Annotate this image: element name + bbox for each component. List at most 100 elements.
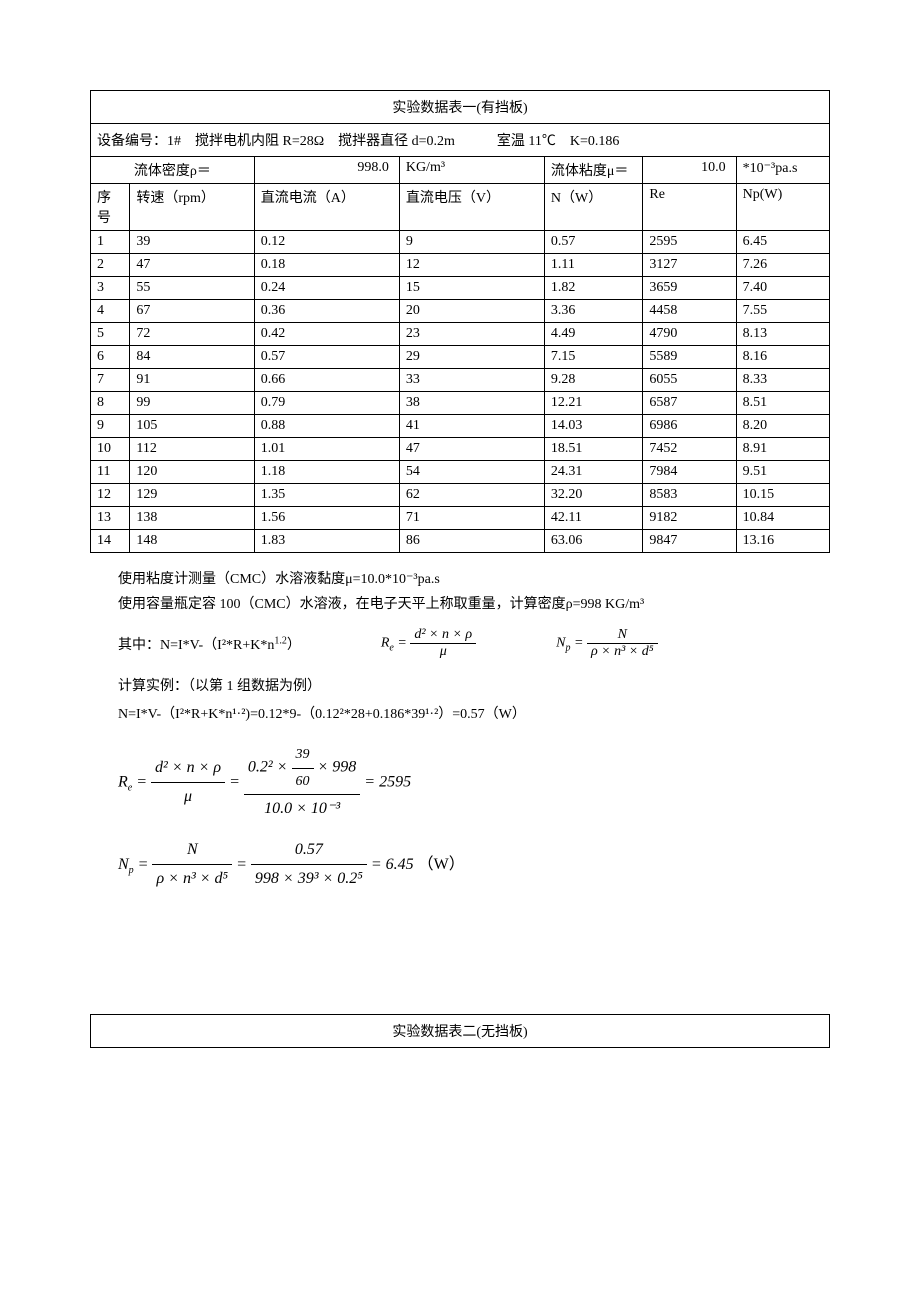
- table-cell: 0.88: [254, 415, 399, 438]
- table-cell: 1.83: [254, 530, 399, 553]
- table-cell: 8.51: [736, 392, 829, 415]
- table-cell: 8.91: [736, 438, 829, 461]
- table-cell: 47: [399, 438, 544, 461]
- table-cell: 86: [399, 530, 544, 553]
- col-header: 序号: [91, 184, 130, 231]
- calc-n-line: N=I*V-（I²*R+K*n¹·²)=0.12*9-（0.12²*28+0.1…: [118, 700, 830, 731]
- table-cell: 4: [91, 300, 130, 323]
- table-cell: 6986: [643, 415, 736, 438]
- table-cell: 1.82: [544, 277, 642, 300]
- table-cell: 63.06: [544, 530, 642, 553]
- table-cell: 33: [399, 369, 544, 392]
- table-row: 91050.884114.0369868.20: [91, 415, 830, 438]
- visc-value: 10.0: [643, 157, 736, 184]
- table-cell: 105: [130, 415, 254, 438]
- visc-unit: *10⁻³pa.s: [736, 157, 829, 184]
- table-cell: 18.51: [544, 438, 642, 461]
- table-cell: 7.15: [544, 346, 642, 369]
- table-cell: 3.36: [544, 300, 642, 323]
- col-header: Re: [643, 184, 736, 231]
- col-header: N（W）: [544, 184, 642, 231]
- table-cell: 2595: [643, 231, 736, 254]
- note-line-2: 使用容量瓶定容 100（CMC）水溶液，在电子天平上称取重量，计算密度ρ=998…: [118, 592, 830, 617]
- table-cell: 129: [130, 484, 254, 507]
- table-cell: 5: [91, 323, 130, 346]
- table-cell: 62: [399, 484, 544, 507]
- table-cell: 1.11: [544, 254, 642, 277]
- col-header: 直流电流（A）: [254, 184, 399, 231]
- data-table-2: 实验数据表二(无挡板): [90, 1014, 830, 1048]
- notes-block: 使用粘度计测量（CMC）水溶液黏度μ=10.0*10⁻³pa.s 使用容量瓶定容…: [90, 567, 830, 617]
- table-cell: 10: [91, 438, 130, 461]
- table-cell: 39: [130, 231, 254, 254]
- table-cell: 6055: [643, 369, 736, 392]
- table-cell: 1.56: [254, 507, 399, 530]
- note-line-1: 使用粘度计测量（CMC）水溶液黏度μ=10.0*10⁻³pa.s: [118, 567, 830, 592]
- table-cell: 1.35: [254, 484, 399, 507]
- table-cell: 71: [399, 507, 544, 530]
- table-cell: 84: [130, 346, 254, 369]
- table-row: 6840.57297.1555898.16: [91, 346, 830, 369]
- table-cell: 7: [91, 369, 130, 392]
- table-cell: 9847: [643, 530, 736, 553]
- table-cell: 8583: [643, 484, 736, 507]
- table-cell: 10.84: [736, 507, 829, 530]
- table-cell: 12: [399, 254, 544, 277]
- table-row: 3550.24151.8236597.40: [91, 277, 830, 300]
- table-row: 7910.66339.2860558.33: [91, 369, 830, 392]
- density-value: 998.0: [254, 157, 399, 184]
- table-cell: 0.18: [254, 254, 399, 277]
- table-cell: 2: [91, 254, 130, 277]
- table-cell: 5589: [643, 346, 736, 369]
- table-cell: 3: [91, 277, 130, 300]
- table-row: 4670.36203.3644587.55: [91, 300, 830, 323]
- table-row: 2470.18121.1131277.26: [91, 254, 830, 277]
- table-cell: 13: [91, 507, 130, 530]
- table-row: 101121.014718.5174528.91: [91, 438, 830, 461]
- table-cell: 0.36: [254, 300, 399, 323]
- table-cell: 12.21: [544, 392, 642, 415]
- table-row: 111201.185424.3179849.51: [91, 461, 830, 484]
- table-cell: 8.16: [736, 346, 829, 369]
- calc-example: 计算实例：（以第 1 组数据为例） N=I*V-（I²*R+K*n¹·²)=0.…: [90, 674, 830, 894]
- table-cell: 3659: [643, 277, 736, 300]
- calc-title: 计算实例：（以第 1 组数据为例）: [118, 674, 830, 699]
- table-cell: 54: [399, 461, 544, 484]
- table-cell: 13.16: [736, 530, 829, 553]
- table-cell: 8.13: [736, 323, 829, 346]
- calc-np-line: Np = Nρ × n³ × d⁵ = 0.57998 × 39³ × 0.2⁵…: [118, 836, 830, 895]
- table-cell: 8.33: [736, 369, 829, 392]
- table-cell: 7.40: [736, 277, 829, 300]
- table-cell: 8: [91, 392, 130, 415]
- table-cell: 0.12: [254, 231, 399, 254]
- table-cell: 15: [399, 277, 544, 300]
- table-cell: 9182: [643, 507, 736, 530]
- table-cell: 9.28: [544, 369, 642, 392]
- formula-definitions: 其中：N=I*V-（I²*R+K*n1.2） Re = d² × n × ρμ …: [118, 627, 830, 660]
- table-cell: 7452: [643, 438, 736, 461]
- table-cell: 0.57: [544, 231, 642, 254]
- table-cell: 0.42: [254, 323, 399, 346]
- table-row: 8990.793812.2165878.51: [91, 392, 830, 415]
- col-header: Np(W): [736, 184, 829, 231]
- table-row: 121291.356232.20858310.15: [91, 484, 830, 507]
- table-cell: 0.57: [254, 346, 399, 369]
- table-cell: 148: [130, 530, 254, 553]
- table-row: 141481.838663.06984713.16: [91, 530, 830, 553]
- table-cell: 11: [91, 461, 130, 484]
- table-cell: 20: [399, 300, 544, 323]
- table-cell: 112: [130, 438, 254, 461]
- table-cell: 9.51: [736, 461, 829, 484]
- formula-re: Re = d² × n × ρμ: [381, 627, 476, 660]
- table-cell: 0.66: [254, 369, 399, 392]
- table-cell: 12: [91, 484, 130, 507]
- formula-np: Np = Nρ × n³ × d⁵: [556, 627, 657, 660]
- visc-label: 流体粘度μ＝: [544, 157, 642, 184]
- table-cell: 1.18: [254, 461, 399, 484]
- table-cell: 47: [130, 254, 254, 277]
- table-cell: 42.11: [544, 507, 642, 530]
- table-cell: 0.24: [254, 277, 399, 300]
- table-cell: 91: [130, 369, 254, 392]
- table-cell: 38: [399, 392, 544, 415]
- table-cell: 138: [130, 507, 254, 530]
